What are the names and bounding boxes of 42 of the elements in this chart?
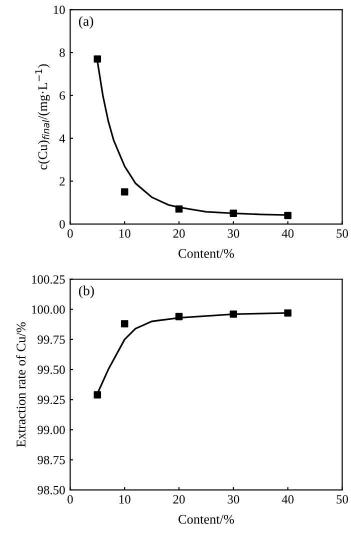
x-axis-title: Content/%	[178, 514, 234, 524]
x-tick-label: 10	[119, 229, 130, 238]
point	[284, 309, 292, 317]
y-tick-label: 99.00	[38, 426, 65, 434]
y-tick-label: 100.25	[32, 275, 65, 284]
y-tick-label: 99.50	[38, 366, 65, 374]
x-tick-label: 20	[173, 495, 185, 504]
x-tick-label: 30	[228, 229, 240, 238]
point	[284, 212, 292, 220]
y-tick-label: 2	[60, 177, 65, 186]
x-tick-label: 30	[228, 495, 240, 504]
y-tick-label: 100.00	[32, 305, 65, 314]
point	[175, 312, 183, 320]
point	[175, 205, 183, 213]
x-tick-label: 10	[119, 495, 130, 504]
x-tick-label: 0	[68, 229, 73, 238]
x-tick-label: 20	[173, 229, 185, 238]
x-tick-label: 50	[336, 495, 348, 504]
x-tick-label: 40	[282, 229, 294, 238]
y-tick-label: 98.75	[38, 456, 65, 464]
point	[120, 188, 128, 196]
y-tick-label: 98.50	[38, 486, 65, 494]
y-tick-label: 6	[60, 91, 65, 100]
point	[230, 310, 238, 318]
y-axis-title: Extraction rate of Cu/%	[16, 322, 26, 448]
annotation: (a)	[78, 16, 94, 29]
x-tick-label: 40	[282, 495, 294, 504]
y-axis-title: c(Cu)$_{final}$/(mg·L$^{−1}$)	[35, 64, 50, 170]
y-tick-label: 0	[60, 220, 65, 229]
y-tick-label: 8	[60, 48, 65, 57]
point	[120, 320, 128, 328]
point	[94, 391, 102, 398]
y-tick-label: 99.25	[38, 396, 65, 404]
x-axis-title: Content/%	[178, 248, 234, 258]
y-tick-label: 99.75	[38, 336, 65, 344]
point	[94, 55, 102, 63]
y-tick-label: 4	[59, 134, 66, 143]
y-tick-label: 10	[54, 6, 65, 14]
annotation: (b)	[78, 286, 94, 298]
point	[230, 210, 238, 217]
x-tick-label: 0	[68, 495, 73, 504]
x-tick-label: 50	[336, 229, 348, 238]
